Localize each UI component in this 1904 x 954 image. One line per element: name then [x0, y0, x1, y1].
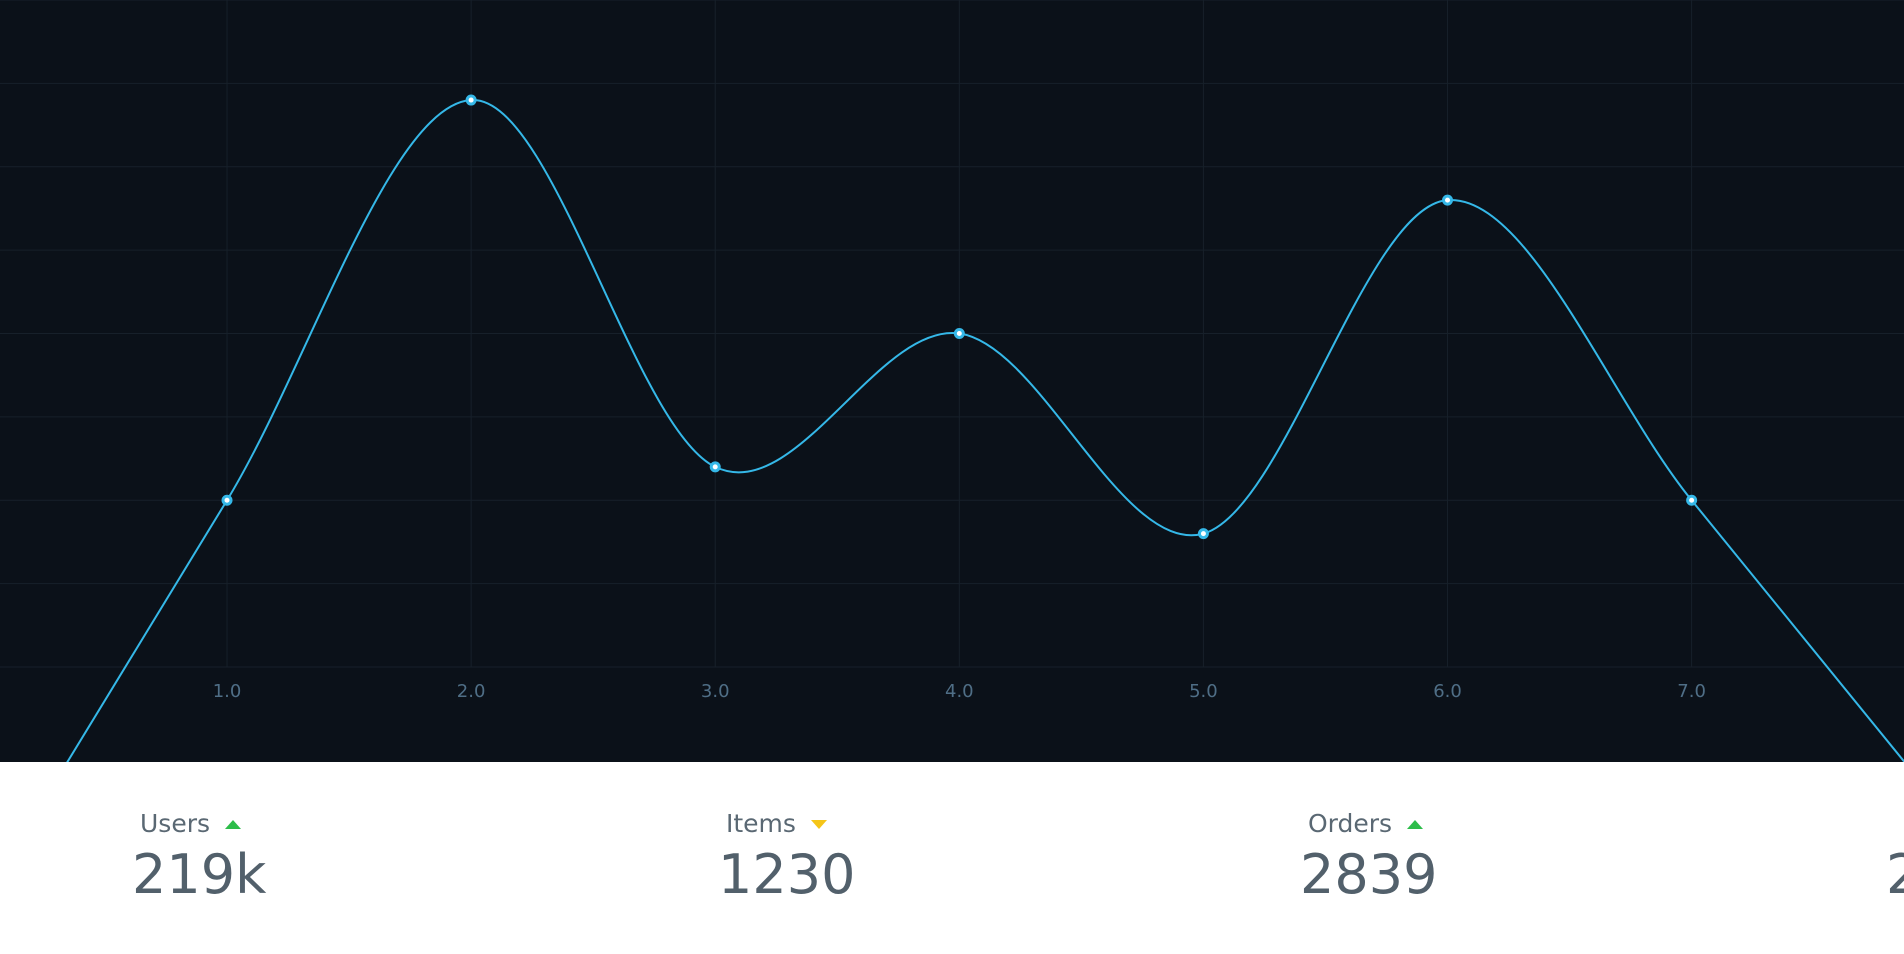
stat-items: Items 1230 — [718, 808, 855, 906]
chart-panel: 1.0 2.0 3.0 4.0 5.0 6.0 7.0 — [0, 0, 1904, 762]
data-point — [1197, 528, 1209, 540]
x-tick-label: 3.0 — [701, 681, 730, 702]
x-tick-label: 2.0 — [457, 681, 486, 702]
data-point — [953, 328, 965, 339]
x-tick-label: 5.0 — [1189, 681, 1218, 702]
data-point — [709, 461, 721, 473]
trend-up-icon — [225, 819, 242, 829]
stat-label: Orders — [1308, 809, 1393, 838]
stat-value: 2839 — [1300, 843, 1438, 906]
series-line — [66, 99, 1904, 762]
stats-row: Users 219k Items 1230 Orders 2839 2 — [0, 762, 1904, 954]
x-axis-tick-labels: 1.0 2.0 3.0 4.0 5.0 6.0 7.0 — [213, 681, 1706, 702]
x-tick-label: 7.0 — [1677, 681, 1706, 702]
data-point — [1442, 194, 1454, 206]
stat-orders: Orders 2839 — [1300, 808, 1437, 906]
data-point — [1686, 494, 1698, 506]
data-point — [221, 494, 233, 506]
stat-value: 219k — [132, 843, 267, 906]
stat-partial: 2 — [1886, 808, 1904, 906]
trend-up-icon — [1407, 819, 1424, 829]
line-chart: 1.0 2.0 3.0 4.0 5.0 6.0 7.0 — [0, 0, 1904, 762]
stat-label: Users — [140, 809, 211, 838]
x-tick-label: 1.0 — [213, 681, 242, 702]
stat-value: 1230 — [718, 843, 856, 906]
stat-value: 2 — [1886, 843, 1904, 906]
trend-down-icon — [810, 819, 827, 829]
series-points — [221, 94, 1698, 540]
data-point — [465, 94, 477, 106]
stat-users: Users 219k — [132, 808, 266, 906]
stat-label: Items — [726, 809, 796, 838]
x-tick-label: 4.0 — [945, 681, 974, 702]
x-tick-label: 6.0 — [1433, 681, 1462, 702]
